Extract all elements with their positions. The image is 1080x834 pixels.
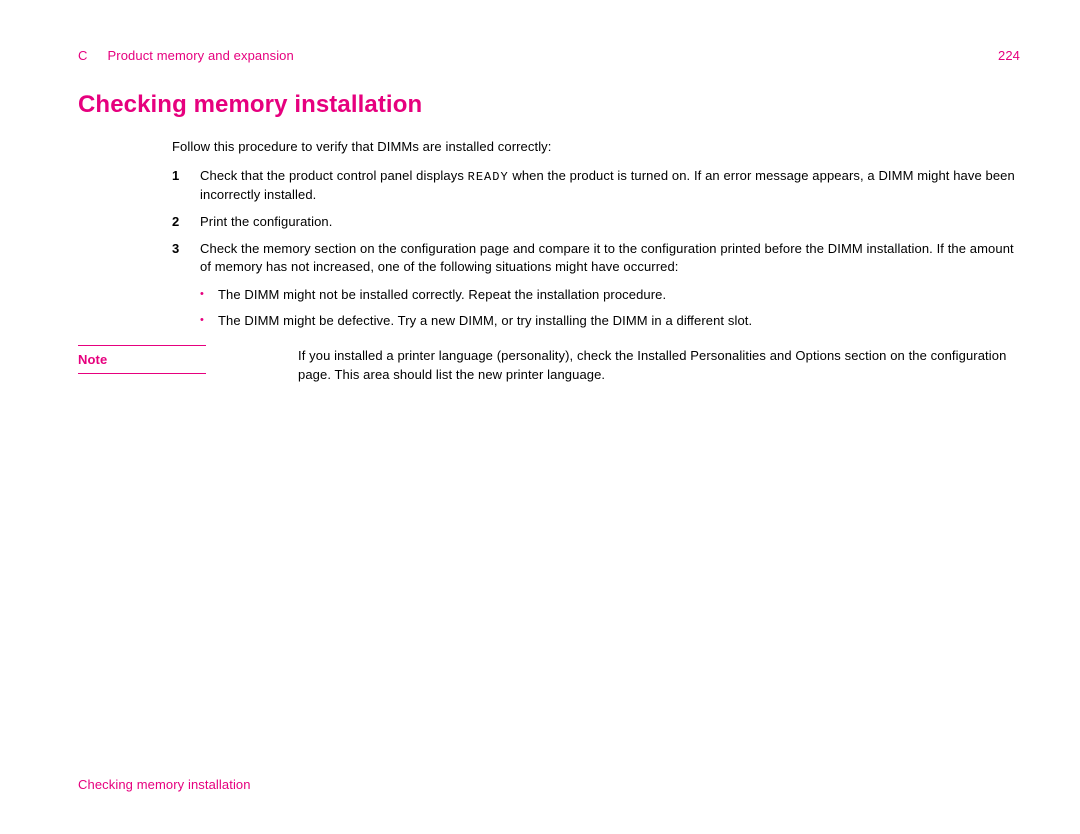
page-title: Checking memory installation [78, 91, 1020, 119]
section-title: Product memory and expansion [108, 48, 294, 63]
section-letter: C [78, 48, 88, 63]
page-number: 224 [998, 48, 1020, 63]
page-header: C Product memory and expansion 224 [78, 48, 1020, 63]
intro-paragraph: Follow this procedure to verify that DIM… [172, 137, 1020, 157]
note-body: If you installed a printer language (per… [298, 345, 1020, 385]
step-text-mono: READY [468, 170, 509, 184]
note-label-cell: Note [78, 345, 220, 385]
step-item: 2 Print the configuration. [172, 213, 1020, 232]
step-number: 2 [172, 213, 200, 232]
bullet-item: • The DIMM might not be installed correc… [200, 285, 1020, 305]
step-body: Check that the product control panel dis… [200, 167, 1020, 205]
step-number: 3 [172, 240, 200, 278]
step-number: 1 [172, 167, 200, 205]
step-text-pre: Check that the product control panel dis… [200, 168, 468, 183]
steps-list: 1 Check that the product control panel d… [172, 167, 1020, 278]
note-label: Note [78, 345, 206, 374]
step-body: Check the memory section on the configur… [200, 240, 1020, 278]
page-footer: Checking memory installation [78, 777, 251, 792]
step-body: Print the configuration. [200, 213, 1020, 232]
step-item: 1 Check that the product control panel d… [172, 167, 1020, 205]
step-item: 3 Check the memory section on the config… [172, 240, 1020, 278]
bullet-item: • The DIMM might be defective. Try a new… [200, 311, 1020, 331]
bullet-text: The DIMM might be defective. Try a new D… [218, 311, 752, 331]
bullet-text: The DIMM might not be installed correctl… [218, 285, 666, 305]
bullet-icon: • [200, 285, 218, 305]
bullet-list: • The DIMM might not be installed correc… [200, 285, 1020, 331]
header-left: C Product memory and expansion [78, 48, 294, 63]
note-block: Note If you installed a printer language… [78, 345, 1020, 385]
bullet-icon: • [200, 311, 218, 331]
